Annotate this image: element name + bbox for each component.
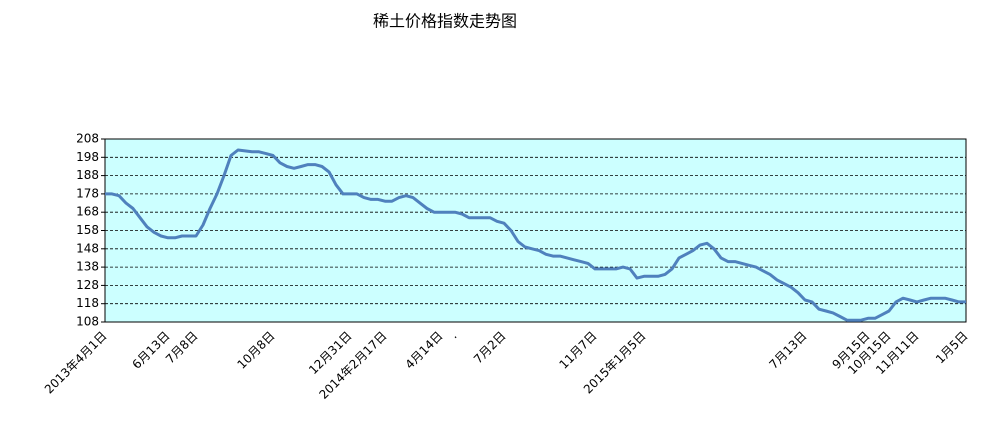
- x-tick-label: 2013年4月1日: [42, 329, 110, 397]
- x-tick-label: 10月8日: [235, 329, 278, 372]
- y-tick-label: 178: [76, 186, 99, 200]
- y-tick-label: 208: [76, 132, 99, 146]
- y-tick-label: 158: [76, 223, 99, 237]
- y-tick-label: 118: [76, 296, 99, 310]
- x-tick-label: 6月13日: [130, 329, 173, 372]
- chart-title: 稀土价格指数走势图: [373, 12, 517, 31]
- line: [105, 148, 966, 322]
- x-tick-label: 1月5日: [933, 329, 971, 367]
- y-tick-label: 138: [76, 260, 99, 274]
- y-tick-label: 148: [76, 241, 99, 255]
- x-tick-label: 7月8日: [163, 329, 201, 367]
- x-tick-label: 7月13日: [767, 329, 810, 372]
- y-tick-label: 108: [76, 315, 99, 329]
- y-tick-label: 188: [76, 168, 99, 182]
- x-tick-label: 7月2日: [471, 329, 509, 367]
- y-tick-label: 168: [76, 205, 99, 219]
- y-tick-label: 198: [76, 150, 99, 164]
- y-tick-label: 128: [76, 278, 99, 292]
- x-tick-label: .: [447, 329, 460, 342]
- x-tick-label: 11月7日: [557, 329, 600, 372]
- x-tick-label: 4月14日: [403, 329, 446, 372]
